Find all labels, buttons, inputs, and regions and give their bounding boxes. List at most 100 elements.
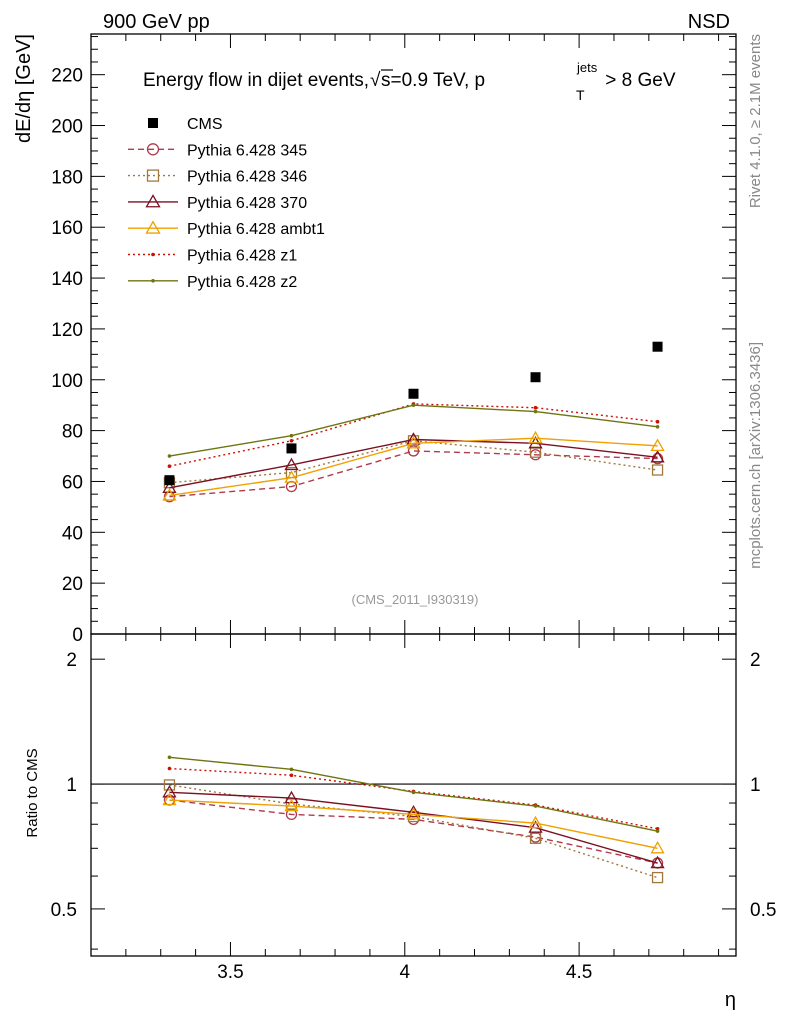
point-z2 xyxy=(411,403,416,407)
ratio-line-ambt1 xyxy=(169,799,658,849)
title-superscript: jets xyxy=(576,60,598,75)
ratio-point-ambt1 xyxy=(162,792,177,806)
legend-label-p345: Pythia 6.428 345 xyxy=(187,142,307,159)
y-tick-label: 220 xyxy=(51,66,83,87)
title-subscript: T xyxy=(576,87,585,103)
point-p370 xyxy=(284,457,299,471)
main-y-axis-label: dE/dη [GeV] xyxy=(13,34,35,143)
header-right-label: NSD xyxy=(688,11,730,33)
point-z1 xyxy=(167,464,172,469)
legend-label-CMS: CMS xyxy=(187,116,223,133)
title-sqrt-s: s xyxy=(381,70,391,91)
point-p345 xyxy=(651,452,664,465)
ratio-point-z2 xyxy=(167,755,172,760)
point-ambt1 xyxy=(284,470,299,483)
main-plot-series xyxy=(162,341,665,503)
title-sqrt-symbol: √ xyxy=(370,70,381,91)
y-tick-label: 160 xyxy=(51,218,83,239)
ratio-tick-label: 0.5 xyxy=(51,900,77,921)
series-line-p345 xyxy=(169,450,658,498)
point-p370 xyxy=(406,432,421,445)
ratio-point-p346 xyxy=(651,871,664,884)
legend-label-z1: Pythia 6.428 z1 xyxy=(187,248,297,265)
y-tick-label: 80 xyxy=(62,422,83,443)
ratio-plot-frame xyxy=(90,633,737,957)
ratio-point-z1 xyxy=(167,766,172,771)
point-z2 xyxy=(533,409,538,414)
title-mid: =0.9 TeV, p xyxy=(391,70,486,91)
legend-marker-ambt1 xyxy=(145,220,161,234)
ratio-tick-label: 1 xyxy=(66,775,77,796)
analysis-tag: (CMS_2011_I930319) xyxy=(352,592,479,607)
point-p370 xyxy=(162,480,177,493)
ratio-tick-label-right: 2 xyxy=(750,650,761,671)
point-z1 xyxy=(655,419,660,424)
ratio-y-axis-label: Ratio to CMS xyxy=(24,748,41,837)
legend-marker-p370 xyxy=(145,194,161,208)
legend-marker-p346 xyxy=(146,169,160,182)
main-axis-ticks: 0 20 40 60 80 100 120 140 160 180 200 220 xyxy=(51,36,736,646)
point-CMS xyxy=(164,475,175,486)
legend-marker-z1 xyxy=(151,252,155,257)
point-z2 xyxy=(289,433,294,438)
ratio-point-z2 xyxy=(533,804,538,808)
ratio-point-p370 xyxy=(528,820,543,833)
legend-label-z2: Pythia 6.428 z2 xyxy=(187,274,297,291)
series-line-z1 xyxy=(169,403,658,467)
point-ambt1 xyxy=(650,438,665,452)
point-z1 xyxy=(289,438,294,443)
ratio-line-p370 xyxy=(169,791,658,864)
legend-marker-z2 xyxy=(151,279,155,283)
ratio-plot-series xyxy=(162,755,665,884)
series-line-p346 xyxy=(169,440,658,484)
ratio-tick-label: 2 xyxy=(66,650,77,671)
ratio-line-p346 xyxy=(169,784,658,879)
chart-title: Energy flow in dijet events, xyxy=(143,70,369,91)
x-axis-label: η xyxy=(725,989,736,1011)
point-p370 xyxy=(650,449,665,463)
legend: CMS Pythia 6.428 345 Pythia 6.428 346 Pythi… xyxy=(128,116,325,291)
ratio-point-ambt1 xyxy=(528,815,543,829)
legend-label-p370: Pythia 6.428 370 xyxy=(187,195,307,212)
ratio-point-z1 xyxy=(289,773,294,778)
legend-marker-p345 xyxy=(146,143,160,156)
legend-label-ambt1: Pythia 6.428 ambt1 xyxy=(187,221,325,238)
ratio-point-p370 xyxy=(162,785,177,798)
ratio-point-p370 xyxy=(284,790,299,804)
series-line-p370 xyxy=(169,438,658,489)
y-tick-label: 40 xyxy=(62,523,83,544)
ratio-point-p370 xyxy=(650,855,665,869)
title-pre: Energy flow in dijet events, xyxy=(143,70,369,91)
x-tick-label: 4 xyxy=(399,962,410,983)
y-tick-label: 100 xyxy=(51,371,83,392)
series-line-ambt1 xyxy=(169,437,658,497)
ratio-point-p346 xyxy=(529,832,542,844)
y-tick-label: 200 xyxy=(51,117,83,138)
ratio-point-ambt1 xyxy=(284,798,299,812)
ratio-point-p346 xyxy=(163,779,176,791)
point-z2 xyxy=(655,424,660,429)
ratio-tick-label-right: 1 xyxy=(750,775,761,796)
y-tick-label: 180 xyxy=(51,167,83,188)
point-ambt1 xyxy=(406,436,421,449)
y-tick-label: 0 xyxy=(72,625,83,646)
title-post: > 8 GeV xyxy=(600,70,676,91)
point-ambt1 xyxy=(528,430,543,444)
ratio-point-z2 xyxy=(655,829,660,833)
point-CMS xyxy=(408,388,419,399)
legend-marker-CMS xyxy=(148,118,158,128)
title-main: s=0.9 TeV, p xyxy=(381,70,485,91)
point-CMS xyxy=(286,443,297,454)
point-p346 xyxy=(651,464,664,476)
y-tick-label: 120 xyxy=(51,320,83,341)
y-tick-label: 20 xyxy=(62,574,83,595)
ratio-point-ambt1 xyxy=(406,807,421,820)
mcplots-label: mcplots.cern.ch [arXiv:1306.3436] xyxy=(747,342,764,569)
legend-label-p346: Pythia 6.428 346 xyxy=(187,169,307,186)
point-ambt1 xyxy=(162,488,177,501)
point-CMS xyxy=(530,372,541,383)
point-CMS xyxy=(652,341,663,352)
rivet-version-label: Rivet 4.1.0, ≥ 2.1M events xyxy=(747,34,764,208)
y-tick-label: 140 xyxy=(51,269,83,290)
